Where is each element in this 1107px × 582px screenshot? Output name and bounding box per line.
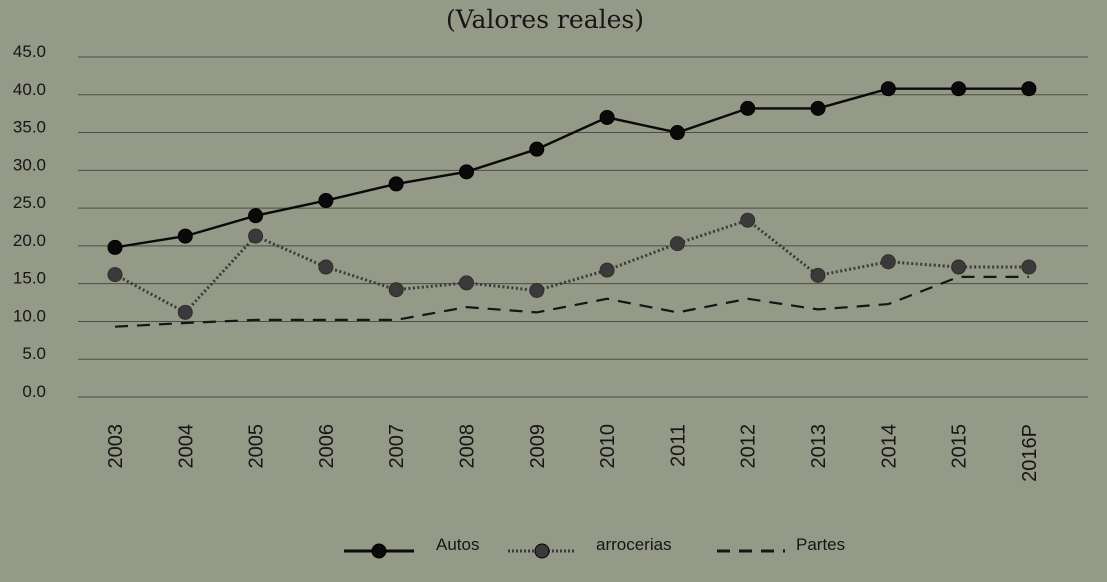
data-point-autos: [107, 239, 123, 255]
data-point-autos: [810, 100, 826, 116]
data-point-arrocerias: [810, 267, 826, 283]
x-tick-label: 2014: [878, 424, 900, 469]
legend: Autos arrocerias Partes: [344, 535, 845, 559]
x-axis-ticks: 2003 2004 2005 2006 2007 2008 2009 2010 2011 2012…: [105, 424, 1041, 482]
x-tick-label: 2011: [667, 424, 689, 467]
data-point-arrocerias: [880, 254, 896, 270]
data-point-autos: [1021, 81, 1037, 97]
x-tick-label: 2010: [597, 424, 619, 469]
data-point-arrocerias: [529, 282, 545, 298]
data-point-arrocerias: [107, 267, 123, 283]
data-point-arrocerias: [740, 212, 756, 228]
y-tick-label: 35.0: [13, 118, 46, 137]
series-line-partes: [114, 275, 1029, 328]
legend-marker-arrocerias: [534, 543, 550, 559]
series-markers: [107, 81, 1037, 320]
y-tick-label: 0.0: [22, 382, 46, 401]
data-point-autos: [248, 208, 264, 224]
data-point-arrocerias: [177, 304, 193, 320]
data-point-arrocerias: [318, 259, 334, 275]
x-tick-label: 2008: [457, 424, 479, 469]
x-tick-label: 2016P: [1019, 424, 1041, 482]
x-tick-label: 2006: [316, 424, 338, 469]
data-point-autos: [740, 100, 756, 116]
data-point-autos: [951, 81, 967, 97]
legend-label-partes: Partes: [796, 535, 845, 554]
x-tick-label: 2015: [949, 424, 971, 469]
data-point-autos: [388, 176, 404, 192]
x-tick-label: 2009: [527, 424, 549, 469]
y-tick-label: 20.0: [13, 231, 46, 250]
data-point-arrocerias: [599, 262, 615, 278]
x-tick-label: 2013: [808, 424, 830, 469]
data-point-autos: [529, 141, 545, 157]
data-point-arrocerias: [459, 275, 474, 291]
data-point-autos: [880, 81, 896, 97]
x-tick-label: 2007: [386, 424, 408, 469]
series-lines: [114, 87, 1029, 328]
y-tick-label: 15.0: [13, 269, 46, 288]
data-point-arrocerias: [388, 282, 404, 298]
legend-marker-autos: [371, 543, 387, 559]
data-point-arrocerias: [951, 259, 967, 275]
x-tick-label: 2003: [105, 424, 127, 469]
x-tick-label: 2005: [246, 424, 268, 469]
legend-label-autos: Autos: [436, 535, 479, 554]
data-point-arrocerias: [1021, 259, 1037, 275]
y-tick-label: 25.0: [13, 193, 46, 212]
data-point-autos: [177, 228, 193, 244]
x-tick-label: 2004: [175, 424, 197, 469]
series-line-autos: [114, 87, 1029, 249]
data-point-autos: [599, 109, 615, 125]
y-tick-label: 45.0: [13, 42, 46, 61]
y-tick-label: 10.0: [13, 306, 46, 325]
data-point-autos: [318, 193, 334, 209]
series-line-arrocerias: [114, 218, 1029, 315]
x-tick-label: 2012: [738, 424, 760, 469]
data-point-arrocerias: [669, 236, 685, 252]
y-tick-label: 40.0: [13, 80, 46, 99]
y-axis-ticks: 0.0 5.0 10.0 15.0 20.0 25.0 30.0 35.0 40.0 45.0: [13, 42, 46, 401]
data-point-autos: [459, 164, 474, 180]
data-point-autos: [669, 125, 685, 141]
chart-title: (Valores reales): [446, 5, 644, 34]
y-tick-label: 5.0: [22, 344, 46, 363]
data-point-arrocerias: [248, 228, 264, 244]
y-tick-label: 30.0: [13, 155, 46, 174]
legend-label-arrocerias: arrocerias: [596, 535, 672, 554]
gridlines: [78, 56, 1088, 398]
